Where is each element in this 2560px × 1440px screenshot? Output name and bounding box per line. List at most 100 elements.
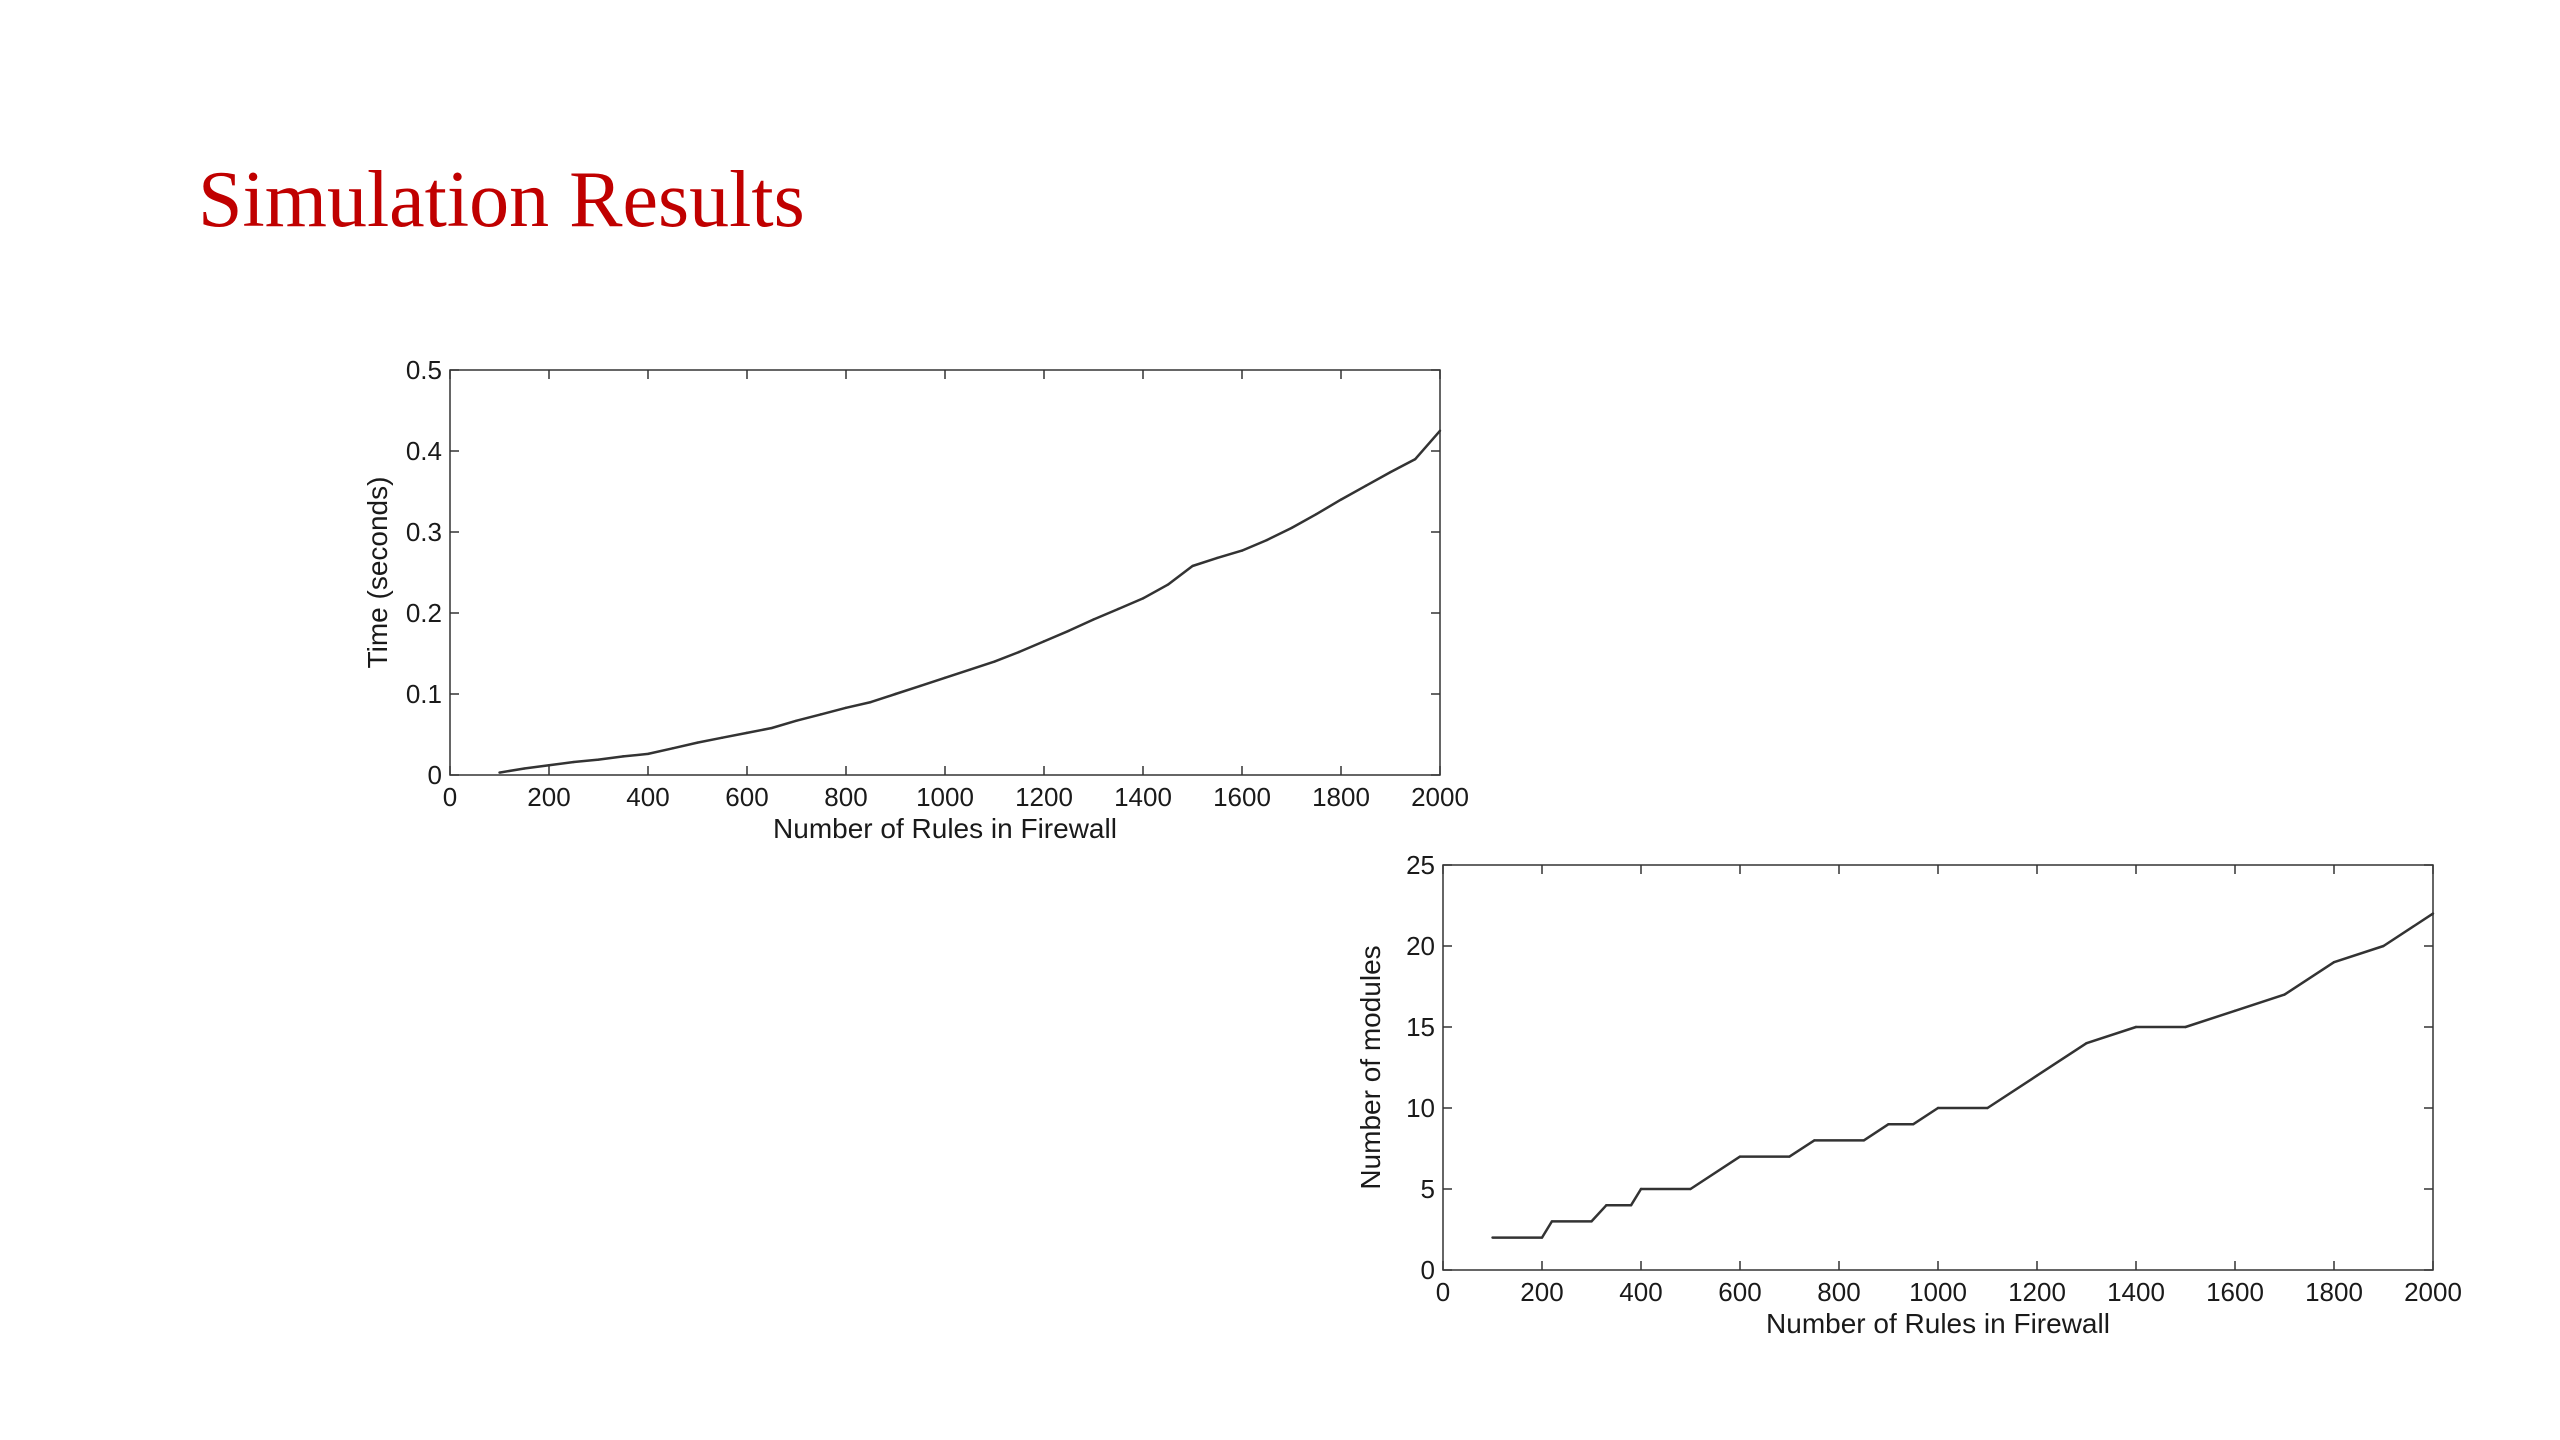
plot-frame xyxy=(449,369,1441,776)
data-point xyxy=(2233,1009,2237,1012)
time-chart: 0 200 400 600 800 1000 1200 1400 1600 1800 2000 0 0.… xyxy=(362,355,1469,844)
x-tick-label: 1400 xyxy=(1114,782,1172,812)
x-tick-label: 800 xyxy=(1817,1277,1860,1307)
data-point xyxy=(1540,1236,1544,1239)
data-point xyxy=(1936,1106,1940,1110)
data-point xyxy=(572,760,575,764)
data-point xyxy=(671,747,674,750)
y-tick-label: 0.1 xyxy=(406,679,442,709)
x-axis-label: Number of Rules in Firewall xyxy=(773,813,1117,844)
data-point xyxy=(2134,1025,2138,1029)
data-point xyxy=(1389,470,1392,474)
x-tick-label: 1600 xyxy=(2206,1277,2264,1307)
y-tick-label: 0 xyxy=(428,760,442,790)
data-point xyxy=(1290,526,1293,530)
data-point xyxy=(2431,912,2435,915)
data-point xyxy=(745,731,749,735)
data-point xyxy=(1491,1236,1494,1239)
data-point xyxy=(993,660,996,663)
x-tick-label: 400 xyxy=(626,782,669,812)
data-point xyxy=(1018,650,1021,654)
data-point xyxy=(1629,1204,1633,1207)
data-point xyxy=(770,726,773,730)
data-point xyxy=(696,741,699,744)
data-point xyxy=(869,700,872,704)
y-tick-label: 0.2 xyxy=(406,598,442,628)
data-point xyxy=(820,713,823,716)
data-point xyxy=(1414,457,1417,461)
data-point xyxy=(1117,607,1120,611)
data-point xyxy=(1813,1139,1816,1142)
data-point xyxy=(1862,1139,1865,1142)
data-point xyxy=(721,736,724,739)
y-tick-label: 15 xyxy=(1406,1012,1435,1042)
data-point xyxy=(622,755,625,758)
data-point xyxy=(2332,961,2336,964)
x-axis-label: Number of Rules in Firewall xyxy=(1766,1308,2110,1339)
data-point xyxy=(1216,556,1219,560)
x-tick-label: 2000 xyxy=(2404,1277,2462,1307)
slide-title: Simulation Results xyxy=(198,156,805,244)
data-point xyxy=(2085,1042,2088,1045)
series-line xyxy=(499,429,1441,774)
data-point xyxy=(1438,429,1442,432)
x-tick-label: 1600 xyxy=(1213,782,1271,812)
x-tick-label: 1400 xyxy=(2107,1277,2165,1307)
data-point xyxy=(1092,618,1095,621)
y-tick-label: 0 xyxy=(1421,1255,1435,1285)
series-line xyxy=(1492,912,2434,1239)
y-axis-label: Time (seconds) xyxy=(362,477,393,669)
y-tick-label: 0.4 xyxy=(406,436,442,466)
data-point xyxy=(1590,1220,1593,1223)
y-tick-label: 10 xyxy=(1406,1093,1435,1123)
data-point xyxy=(1141,597,1145,600)
x-tick-label: 2000 xyxy=(1411,782,1469,812)
plot-frame xyxy=(1442,864,2434,1271)
data-point xyxy=(547,764,551,767)
x-tick-label: 1200 xyxy=(2008,1277,2066,1307)
data-point xyxy=(2184,1025,2187,1029)
x-tick-label: 0 xyxy=(1436,1277,1450,1307)
modules-chart: 0 200 400 600 800 1000 1200 1400 1600 1800 2000 0 5 1… xyxy=(1355,850,2462,1339)
data-point xyxy=(894,692,897,696)
data-point xyxy=(1364,484,1367,488)
data-point xyxy=(919,684,922,688)
data-point xyxy=(1986,1106,1989,1110)
data-point xyxy=(1042,640,1046,643)
data-point xyxy=(498,771,501,774)
y-tick-label: 0.3 xyxy=(406,517,442,547)
y-tick-label: 25 xyxy=(1406,850,1435,880)
data-point xyxy=(1315,512,1318,516)
data-point xyxy=(1166,583,1169,586)
data-point xyxy=(1191,564,1194,568)
y-tick-label: 5 xyxy=(1421,1174,1435,1204)
data-point xyxy=(844,706,848,709)
data-point xyxy=(1240,549,1244,552)
y-axis-label: Number of modules xyxy=(1355,945,1386,1189)
data-point xyxy=(1339,498,1343,501)
data-point xyxy=(968,668,971,671)
data-point xyxy=(795,719,798,722)
data-point xyxy=(1265,538,1268,542)
y-tick-label: 20 xyxy=(1406,931,1435,961)
y-tick-label: 0.5 xyxy=(406,355,442,385)
data-point xyxy=(1689,1187,1692,1191)
data-point xyxy=(646,752,650,756)
data-point xyxy=(1550,1220,1554,1223)
x-tick-label: 600 xyxy=(725,782,768,812)
x-tick-label: 800 xyxy=(824,782,867,812)
data-point xyxy=(2035,1074,2039,1077)
x-tick-label: 1800 xyxy=(1312,782,1370,812)
data-point xyxy=(2382,944,2385,948)
x-tick-label: 1000 xyxy=(916,782,974,812)
x-tick-label: 0 xyxy=(443,782,457,812)
x-tick-label: 1800 xyxy=(2305,1277,2363,1307)
data-point xyxy=(597,758,600,761)
data-point xyxy=(943,676,947,679)
x-tick-label: 1200 xyxy=(1015,782,1073,812)
x-tick-label: 600 xyxy=(1718,1277,1761,1307)
x-tick-label: 400 xyxy=(1619,1277,1662,1307)
data-point xyxy=(1912,1123,1915,1126)
data-point xyxy=(1738,1155,1742,1158)
x-tick-label: 1000 xyxy=(1909,1277,1967,1307)
